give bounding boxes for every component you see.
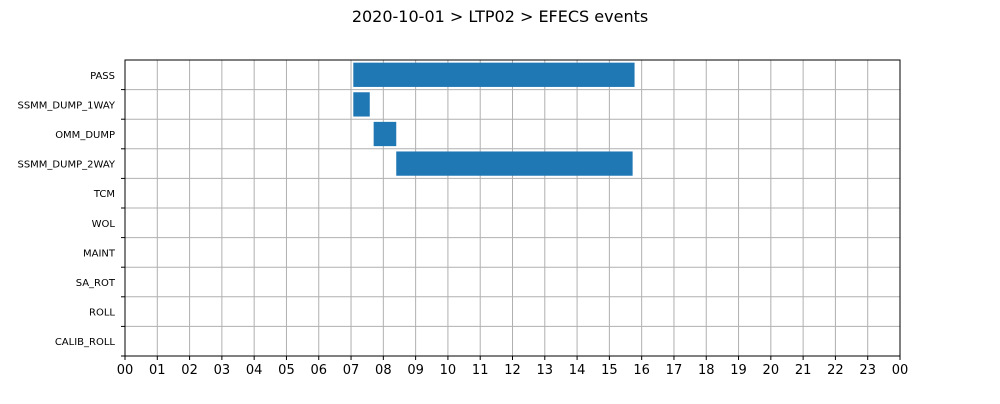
x-tick-label: 06 bbox=[310, 363, 327, 378]
x-tick-label: 22 bbox=[827, 363, 844, 378]
x-tick-label: 00 bbox=[892, 363, 909, 378]
event-bar-pass bbox=[353, 62, 635, 87]
grid-lines bbox=[124, 60, 901, 356]
chart-title: 2020-10-01 > LTP02 > EFECS events bbox=[352, 7, 648, 26]
x-tick-label: 00 bbox=[117, 363, 134, 378]
y-tick-label: SSMM_DUMP_2WAY bbox=[17, 160, 115, 171]
x-tick-label: 10 bbox=[440, 363, 457, 378]
x-tick-label: 23 bbox=[859, 363, 876, 378]
event-bar-omm-dump bbox=[373, 121, 397, 147]
y-tick-label: SSMM_DUMP_1WAY bbox=[17, 100, 115, 111]
x-tick-label: 05 bbox=[278, 363, 295, 378]
y-tick-label: TCM bbox=[93, 189, 115, 200]
y-tick-label: CALIB_ROLL bbox=[55, 337, 116, 348]
y-tick-label: PASS bbox=[90, 71, 115, 82]
x-axis: 00 01 02 03 04 05 06 07 08 09 10 11 12 13 14 15 16 17 18 19… bbox=[117, 356, 909, 378]
x-tick-label: 15 bbox=[601, 363, 618, 378]
y-axis: PASS SSMM_DUMP_1WAY OMM_DUMP SSMM_DUMP_2WAY… bbox=[17, 71, 125, 357]
x-tick-label: 14 bbox=[569, 363, 586, 378]
y-tick-label: WOL bbox=[92, 219, 116, 230]
x-tick-label: 16 bbox=[633, 363, 650, 378]
x-tick-label: 21 bbox=[795, 363, 812, 378]
x-tick-label: 12 bbox=[504, 363, 521, 378]
x-tick-label: 07 bbox=[343, 363, 360, 378]
x-tick-label: 03 bbox=[214, 363, 231, 378]
x-tick-label: 17 bbox=[666, 363, 683, 378]
x-tick-label: 11 bbox=[472, 363, 489, 378]
x-tick-label: 02 bbox=[181, 363, 198, 378]
x-tick-label: 01 bbox=[149, 363, 166, 378]
y-tick-label: SA_ROT bbox=[76, 278, 116, 289]
x-tick-label: 18 bbox=[698, 363, 715, 378]
x-tick-label: 20 bbox=[763, 363, 780, 378]
y-tick-label: OMM_DUMP bbox=[55, 130, 115, 141]
x-tick-label: 09 bbox=[407, 363, 424, 378]
y-tick-label: MAINT bbox=[83, 248, 116, 259]
x-tick-label: 08 bbox=[375, 363, 392, 378]
x-tick-label: 13 bbox=[537, 363, 554, 378]
x-tick-label: 04 bbox=[246, 363, 263, 378]
event-bar-ssmm-dump-2way bbox=[396, 151, 633, 176]
y-tick-label: ROLL bbox=[89, 308, 115, 319]
event-bars bbox=[353, 62, 635, 176]
x-tick-label: 19 bbox=[730, 363, 747, 378]
event-bar-ssmm-dump-1way bbox=[353, 92, 370, 117]
